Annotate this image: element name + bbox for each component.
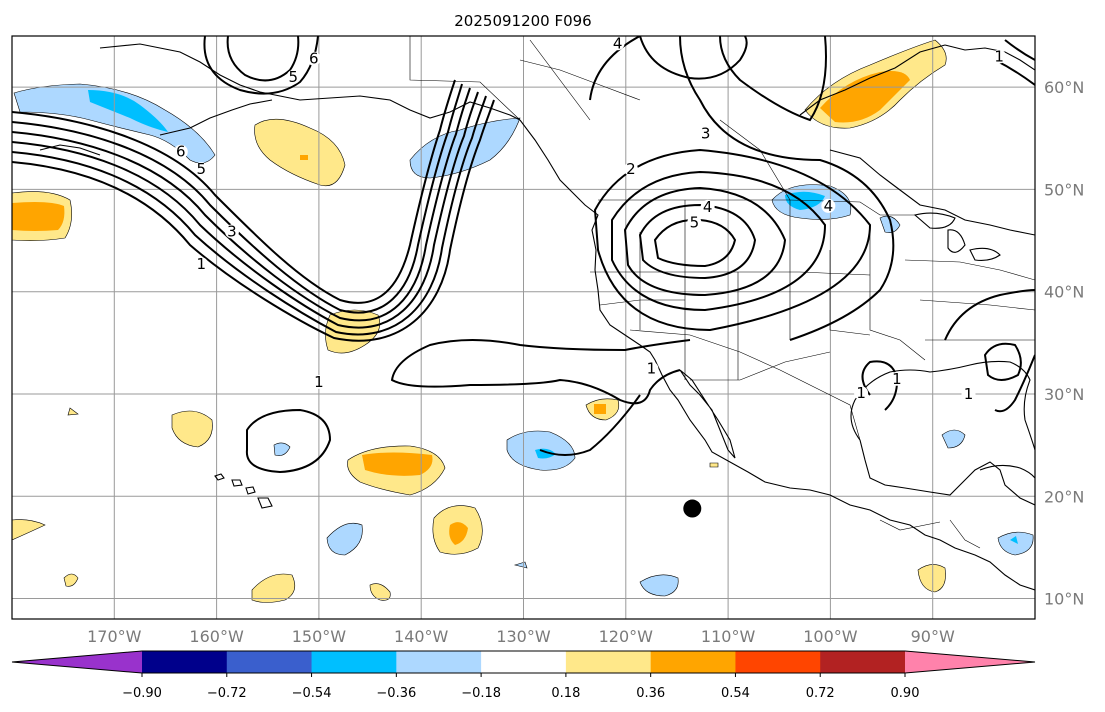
- contour-label-bg: [224, 224, 239, 239]
- colorbar-segment: [481, 651, 567, 673]
- contour-label-bg: [698, 126, 713, 141]
- colorbar-tick-label: 0.90: [891, 686, 920, 701]
- colorbar-segment: [820, 651, 906, 673]
- contour-label-bg: [610, 36, 625, 51]
- lat-tick-label: 40°N: [1044, 283, 1084, 302]
- lat-tick-label: 10°N: [1044, 590, 1084, 609]
- colorbar-segment: [226, 651, 313, 673]
- lon-tick-label: 140°W: [394, 627, 449, 646]
- contour-label: 5: [196, 160, 206, 178]
- colorbar-tick-label: 0.18: [551, 686, 580, 701]
- contour-label-bg: [173, 144, 188, 159]
- contour-label-bg: [821, 198, 836, 213]
- lon-tick-label: 100°W: [803, 627, 858, 646]
- colorbar-tick-label: −0.72: [207, 686, 247, 701]
- colorbar-tick-label: 0.72: [806, 686, 835, 701]
- contour-label: 1: [994, 48, 1004, 66]
- contour-label-bg: [311, 374, 326, 389]
- lat-tick-label: 60°N: [1044, 78, 1084, 97]
- contour-label: 4: [613, 34, 623, 52]
- contour-label-bg: [992, 49, 1007, 64]
- contour-label-bg: [961, 387, 976, 402]
- contour-label: 1: [196, 255, 206, 273]
- colorbar-tick-label: −0.18: [461, 686, 501, 701]
- lon-tick-label: 160°W: [189, 627, 244, 646]
- contour-label-bg: [889, 371, 904, 386]
- contour-label: 6: [309, 50, 319, 68]
- contour-label: 1: [892, 370, 902, 388]
- contour-label-bg: [687, 215, 702, 230]
- latitude-labels: 10°N 20°N 30°N 40°N 50°N 60°N: [1044, 78, 1084, 608]
- contour-label: 6: [176, 143, 186, 161]
- political-borders: [409, 36, 1035, 549]
- contour-label-bg: [854, 386, 869, 401]
- contour-label: 1: [314, 373, 324, 391]
- colorbar-tick-label: −0.36: [376, 686, 416, 701]
- contour-label-bg: [194, 257, 209, 272]
- colorbar-tick-label: 0.54: [721, 686, 750, 701]
- figure-title: 2025091200 F096: [454, 12, 591, 30]
- colorbar-segment: [735, 651, 821, 673]
- colorbar-segment: [12, 651, 142, 673]
- colorbar-tick-label: −0.54: [292, 686, 332, 701]
- lat-tick-label: 20°N: [1044, 487, 1084, 506]
- lat-tick-label: 30°N: [1044, 385, 1084, 404]
- contour-label: 1: [964, 385, 974, 403]
- lon-tick-label: 120°W: [599, 627, 654, 646]
- colorbar-segment: [650, 651, 736, 673]
- contour-label: 1: [647, 360, 657, 378]
- colorbar-segment: [311, 651, 397, 673]
- contour-label-bg: [286, 70, 301, 85]
- contour-label-bg: [644, 361, 659, 376]
- contour-label: 2: [626, 160, 636, 178]
- storm-marker: [683, 499, 702, 518]
- lon-tick-label: 150°W: [292, 627, 347, 646]
- colorbar-tick-label: 0.36: [636, 686, 665, 701]
- lon-tick-label: 110°W: [701, 627, 756, 646]
- contour-label: 1: [856, 384, 866, 402]
- lon-tick-label: 130°W: [496, 627, 551, 646]
- contour-label: 5: [690, 213, 700, 231]
- lat-tick-label: 50°N: [1044, 180, 1084, 199]
- lon-tick-label: 90°W: [911, 627, 955, 646]
- colorbar-segment: [565, 651, 652, 673]
- colorbar-tick-labels: −0.90 −0.72 −0.54 −0.36 −0.18 0.18 0.36 0.54 0.7…: [122, 673, 919, 701]
- contour-label: 5: [289, 68, 299, 86]
- colorbar-segment: [142, 651, 228, 673]
- contour-label-bg: [700, 199, 715, 214]
- contour-label: 4: [703, 198, 713, 216]
- colorbar-segment: [396, 651, 482, 673]
- contour-lines: [12, 36, 1035, 474]
- contour-label: 3: [227, 222, 237, 240]
- coastlines: [39, 43, 1035, 591]
- position-marker: [683, 499, 702, 518]
- colorbar-tick-label: −0.90: [122, 686, 162, 701]
- longitude-labels: 170°W 160°W 150°W 140°W 130°W 120°W 110°W 100°W…: [87, 627, 955, 646]
- map-frame: [11, 35, 1036, 620]
- contour-label: 4: [824, 197, 834, 215]
- colorbar-segment: [905, 651, 1035, 673]
- contour-label: 3: [701, 124, 711, 142]
- lon-tick-label: 170°W: [87, 627, 142, 646]
- contour-label-bg: [623, 162, 638, 177]
- contour-label-bg: [194, 162, 209, 177]
- contour-label-bg: [306, 51, 321, 66]
- colorbar: [11, 650, 1036, 674]
